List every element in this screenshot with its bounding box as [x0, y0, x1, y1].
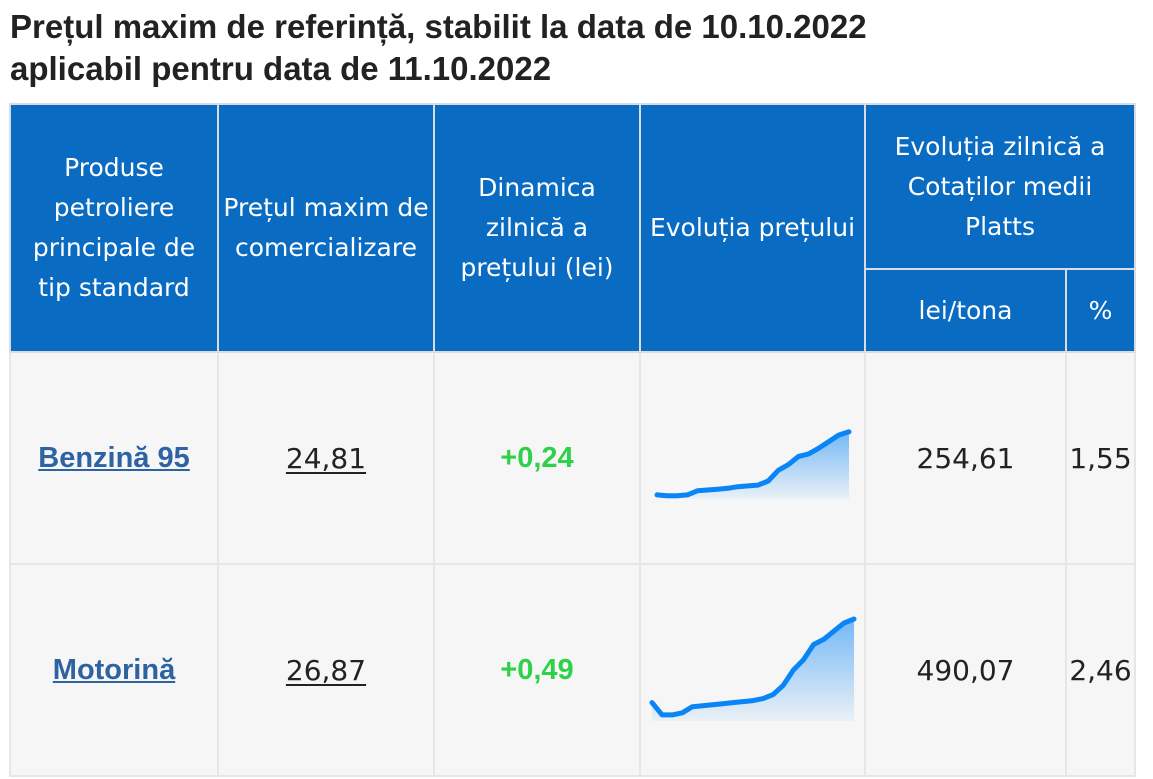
price-table: Produse petroliere principale de tip sta… — [9, 103, 1136, 777]
title-line-2: aplicabil pentru data de 11.10.2022 — [10, 50, 552, 87]
table-row-motorina: Motorină 26,87 +0,49 490,07 2,46 — [9, 563, 1136, 777]
delta-cell: +0,49 — [433, 563, 641, 777]
title-line-1: Prețul maxim de referință, stabilit la d… — [10, 8, 867, 45]
platts-pct-cell: 2,46 — [1065, 563, 1136, 777]
max-price-link[interactable]: 26,87 — [285, 653, 367, 687]
header-daily-dynamics: Dinamica zilnică a prețului (lei) — [433, 103, 641, 353]
max-price-cell: 26,87 — [217, 563, 435, 777]
header-platts-pct: % — [1065, 268, 1136, 353]
product-cell: Motorină — [9, 563, 219, 777]
header-platts: Evoluția zilnică a Cotaților medii Platt… — [864, 103, 1136, 270]
product-link-motorina[interactable]: Motorină — [52, 654, 176, 686]
header-price-evolution: Evoluția prețului — [639, 103, 866, 353]
page-title: Prețul maxim de referință, stabilit la d… — [10, 6, 1140, 90]
sparkline-line — [654, 429, 851, 499]
price-sparkline-benzina — [654, 429, 851, 499]
product-link-benzina-95[interactable]: Benzină 95 — [38, 442, 190, 474]
max-price-cell: 24,81 — [217, 351, 435, 565]
sparkline-area — [656, 431, 849, 499]
daily-delta-value: +0,24 — [500, 442, 574, 474]
platts-lei-cell: 254,61 — [864, 351, 1067, 565]
sparkline-area — [651, 619, 854, 721]
sparkline-line — [649, 616, 856, 718]
platts-lei-cell: 490,07 — [864, 563, 1067, 777]
header-product: Produse petroliere principale de tip sta… — [9, 103, 219, 353]
price-sparkline-motorina — [649, 616, 856, 721]
price-table-header: Produse petroliere principale de tip sta… — [9, 103, 1136, 353]
daily-delta-value: +0,49 — [500, 654, 574, 686]
product-cell: Benzină 95 — [9, 351, 219, 565]
sparkline-cell — [639, 563, 866, 777]
header-max-price: Prețul maxim de comercializare — [217, 103, 435, 353]
header-platts-lei: lei/tona — [864, 268, 1067, 353]
max-price-link[interactable]: 24,81 — [285, 441, 367, 475]
table-row-benzina: Benzină 95 24,81 +0,24 254,61 1,55 — [9, 351, 1136, 565]
delta-cell: +0,24 — [433, 351, 641, 565]
platts-pct-cell: 1,55 — [1065, 351, 1136, 565]
sparkline-cell — [639, 351, 866, 565]
